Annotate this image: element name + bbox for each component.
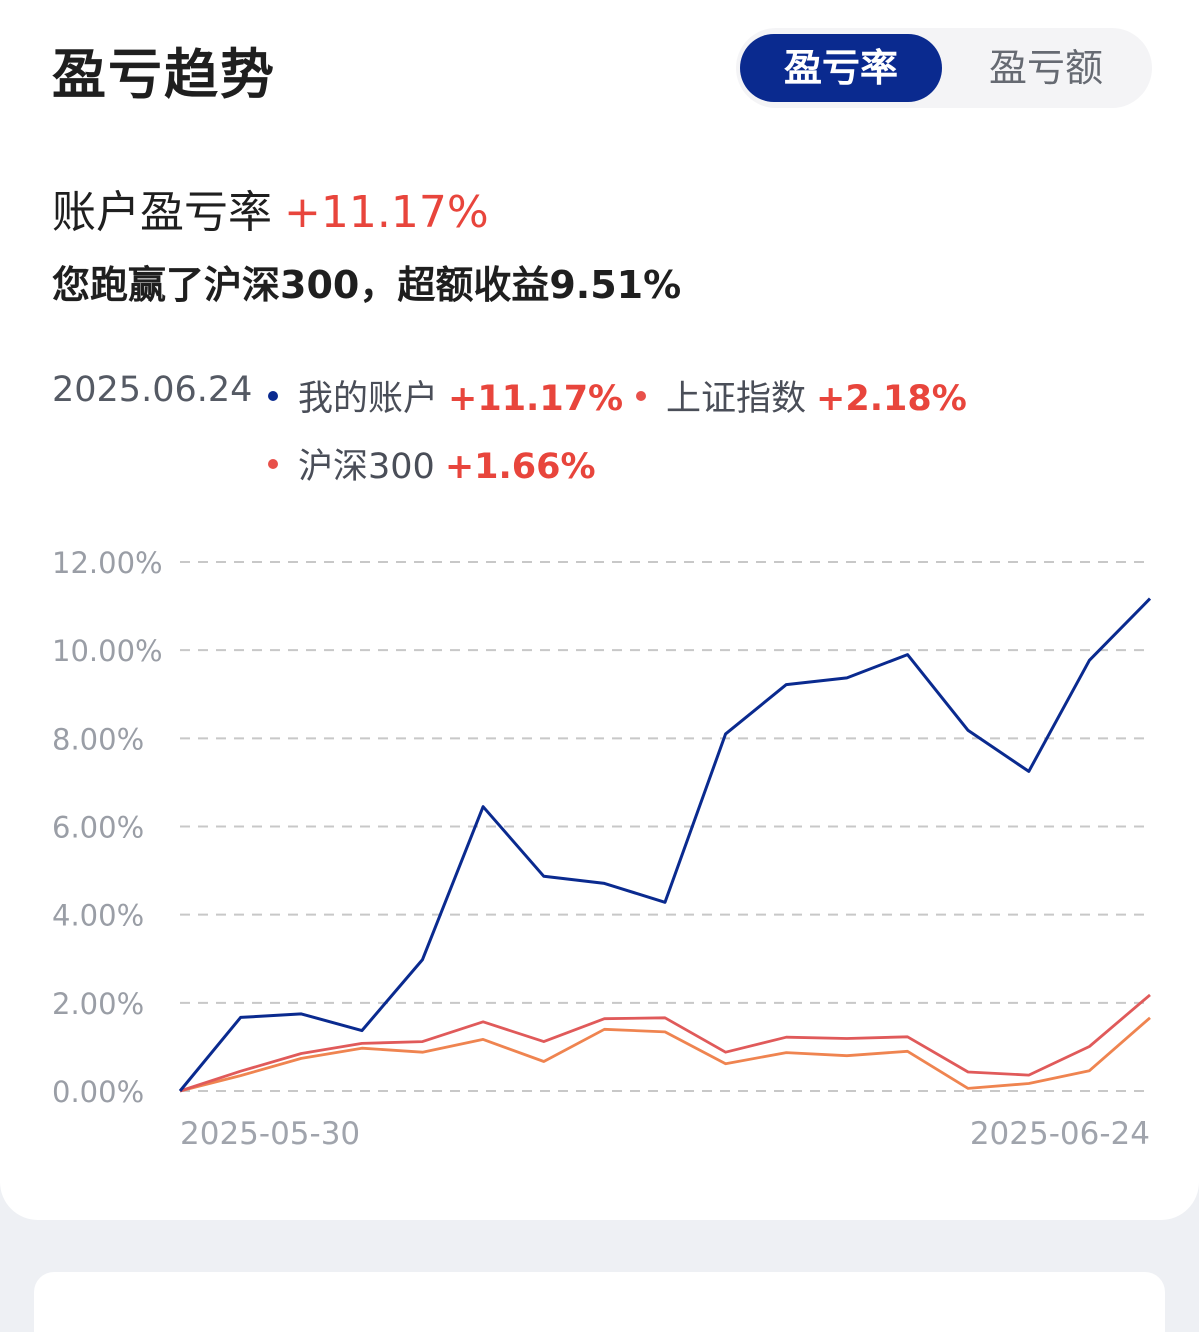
tab-profit-amount[interactable]: 盈亏额 xyxy=(988,46,1103,90)
x-tick-label-start: 2025-05-30 xyxy=(180,1116,360,1152)
legend-name: 沪深300 xyxy=(298,447,435,487)
legend-value: +2.18% xyxy=(816,379,967,419)
account-return-label: 账户盈亏率 xyxy=(52,187,272,238)
legend-value: +1.66% xyxy=(444,447,596,487)
series-line-account xyxy=(178,597,1152,1092)
y-tick-label: 8.00% xyxy=(52,722,144,756)
y-tick-label: 6.00% xyxy=(52,811,144,845)
legend-name: 上证指数 xyxy=(666,379,807,419)
y-tick-label: 4.00% xyxy=(52,899,144,933)
excess-return-text: 您跑赢了沪深300，超额收益9.51% xyxy=(52,263,682,307)
account-return-value: +11.17% xyxy=(284,187,489,238)
legend-item-csi300: 沪深300 +1.66% xyxy=(268,438,596,489)
y-tick-label: 2.00% xyxy=(52,987,144,1021)
profit-trend-card: 盈亏趋势 盈亏率 盈亏额 账户盈亏率 +11.17% 您跑赢了沪深300，超额收益… xyxy=(0,0,1199,1220)
legend-dot-icon xyxy=(636,391,646,401)
tab-profit-rate[interactable]: 盈亏率 xyxy=(740,34,942,102)
legend-name: 我的账户 xyxy=(298,379,439,419)
legend-item-account: 我的账户 +11.17% xyxy=(268,370,623,421)
legend-dot-icon xyxy=(268,391,278,401)
next-card-peek xyxy=(34,1272,1165,1332)
y-tick-label: 10.00% xyxy=(52,634,163,668)
series-line-sse xyxy=(179,993,1151,1093)
x-tick-label-end: 2025-06-24 xyxy=(970,1116,1150,1152)
legend-dot-icon xyxy=(268,459,278,469)
y-tick-label: 0.00% xyxy=(52,1075,144,1109)
legend-date: 2025.06.24 xyxy=(52,370,253,410)
legend-item-sse: 上证指数 +2.18% xyxy=(636,370,967,421)
legend-value: +11.17% xyxy=(448,379,624,419)
account-return-summary: 账户盈亏率 +11.17% xyxy=(52,176,489,240)
metric-toggle: 盈亏率 盈亏额 xyxy=(736,28,1152,108)
page-title: 盈亏趋势 xyxy=(52,43,276,106)
y-tick-label: 12.00% xyxy=(52,546,163,580)
series-line-csi300 xyxy=(179,1016,1151,1093)
profit-rate-line-chart[interactable]: 12.00% 10.00% 8.00% 6.00% 4.00% 2.00% 0.00% 202… xyxy=(0,520,1199,1160)
